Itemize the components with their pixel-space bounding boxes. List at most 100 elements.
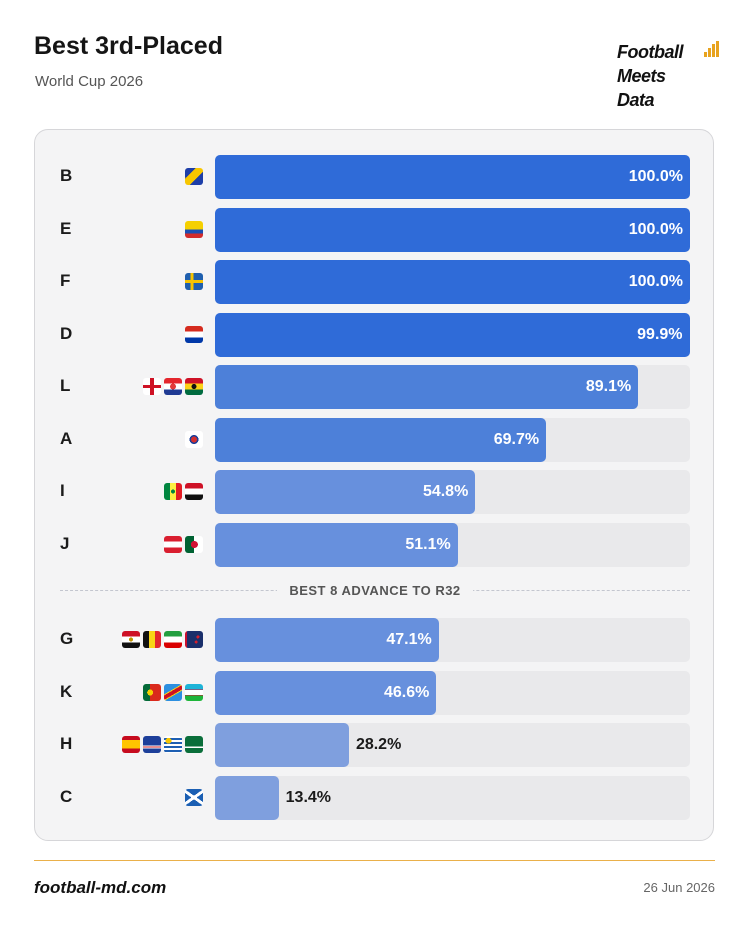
bar[interactable]: [215, 775, 279, 820]
bar-track: 13.4%: [215, 775, 690, 820]
chart-card: BEST 8 ADVANCE TO R32 B 100.0% E 100.0% F 100…: [34, 129, 714, 841]
bar[interactable]: [215, 670, 437, 715]
bar-track: 47.1%: [215, 618, 690, 662]
data-label: 46.6%: [383, 683, 430, 701]
data-label: 28.2%: [355, 736, 402, 753]
data-label: 100.0%: [628, 168, 683, 185]
bar-track: 69.7%: [215, 417, 690, 462]
group-label: I: [60, 481, 65, 500]
portugal-flag-icon: [143, 683, 161, 701]
bar-track: 89.1%: [215, 365, 690, 409]
footer-date: 26 Jun 2026: [643, 880, 715, 895]
south-korea-flag-icon: [185, 430, 203, 448]
data-label: 54.8%: [422, 483, 469, 500]
bar-track: 99.9%: [215, 312, 690, 357]
data-label: 100.0%: [628, 220, 683, 238]
bar-row-group-c: C 13.4%: [35, 775, 715, 820]
data-label: 47.1%: [386, 631, 432, 648]
data-label: 99.9%: [637, 325, 683, 343]
bar[interactable]: [215, 470, 476, 514]
croatia-flag-icon: [164, 378, 182, 395]
team-flags: [164, 535, 203, 554]
bar-row-group-f: F 100.0%: [35, 260, 715, 304]
dr-congo-flag-icon: [164, 683, 182, 701]
chart-title: Best 3rd-Placed: [34, 32, 223, 60]
data-label: 51.1%: [405, 535, 451, 553]
team-flags: [185, 430, 203, 449]
chart-subtitle: World Cup 2026: [35, 73, 144, 90]
sweden-flag-icon: [185, 273, 203, 290]
data-label: 89.1%: [585, 378, 632, 395]
team-flags: [122, 631, 203, 649]
group-label: F: [60, 271, 71, 290]
bar-track: 54.8%: [215, 470, 690, 514]
cape-verde-flag-icon: [143, 736, 161, 753]
bar[interactable]: [215, 522, 458, 567]
bosnia-flag-icon: [185, 168, 203, 185]
group-label: B: [60, 166, 73, 185]
cutoff-label: BEST 8 ADVANCE TO R32: [35, 582, 715, 600]
bar-row-group-e: E 100.0%: [35, 207, 715, 252]
data-label: 69.7%: [493, 430, 540, 448]
bar[interactable]: [215, 365, 639, 409]
team-flags: [143, 378, 203, 396]
team-flags: [164, 483, 203, 501]
belgium-flag-icon: [143, 631, 161, 648]
cutoff-label-text: BEST 8 ADVANCE TO R32: [277, 583, 473, 598]
algeria-flag-icon: [185, 535, 203, 553]
bar-row-group-l: L 89.1%: [35, 365, 715, 409]
bar[interactable]: [215, 260, 690, 304]
group-label: D: [60, 323, 73, 343]
paraguay-flag-icon: [185, 325, 203, 343]
team-flags: [185, 220, 203, 239]
logo-line-2: Meets: [617, 66, 666, 86]
team-flags: [185, 325, 203, 344]
senegal-flag-icon: [164, 483, 182, 500]
bar-track: 51.1%: [215, 522, 690, 567]
bar[interactable]: [215, 723, 349, 767]
group-label: J: [60, 533, 70, 553]
bar-track: 46.6%: [215, 670, 690, 715]
bar-track: 100.0%: [215, 260, 690, 304]
footer-divider: [34, 860, 715, 861]
bar-row-group-d: D 99.9%: [35, 312, 715, 357]
spain-flag-icon: [122, 736, 140, 753]
team-flags: [185, 788, 203, 807]
group-label: H: [60, 734, 73, 753]
bar[interactable]: [215, 207, 690, 252]
bar[interactable]: [215, 155, 690, 199]
bar-track: 100.0%: [215, 155, 690, 199]
group-label: E: [60, 218, 72, 238]
data-label: 100.0%: [628, 273, 683, 290]
brand-logo[interactable]: Football Meets Data: [617, 40, 727, 112]
footer-site-link[interactable]: football-md.com: [34, 878, 167, 897]
england-flag-icon: [143, 378, 161, 395]
group-label: L: [60, 376, 71, 395]
saudi-arabia-flag-icon: [185, 736, 203, 753]
uzbekistan-flag-icon: [185, 683, 203, 701]
logo-line-1: Football: [617, 42, 684, 62]
egypt-flag-icon: [122, 631, 140, 648]
bar-row-group-a: A 69.7%: [35, 417, 715, 462]
bar-track: 100.0%: [215, 207, 690, 252]
bar[interactable]: [215, 312, 690, 357]
iraq-flag-icon: [185, 483, 203, 500]
team-flags: [185, 273, 203, 291]
group-label: K: [60, 681, 73, 701]
ecuador-flag-icon: [185, 220, 203, 238]
logo-line-3: Data: [617, 90, 655, 110]
team-flags: [143, 683, 203, 702]
bar-row-group-g: G 47.1%: [35, 618, 715, 662]
bar-chart-icon: [704, 41, 719, 57]
team-flags: [185, 168, 203, 186]
uruguay-flag-icon: [164, 736, 182, 753]
bar[interactable]: [215, 618, 439, 662]
bar-row-group-i: I 54.8%: [35, 470, 715, 514]
bar[interactable]: [215, 417, 547, 462]
new-zealand-flag-icon: [185, 631, 203, 648]
iran-flag-icon: [164, 631, 182, 648]
bar-track: 28.2%: [215, 723, 690, 767]
bar-row-group-b: B 100.0%: [35, 155, 715, 199]
group-label: G: [60, 629, 74, 648]
group-label: C: [60, 786, 73, 806]
